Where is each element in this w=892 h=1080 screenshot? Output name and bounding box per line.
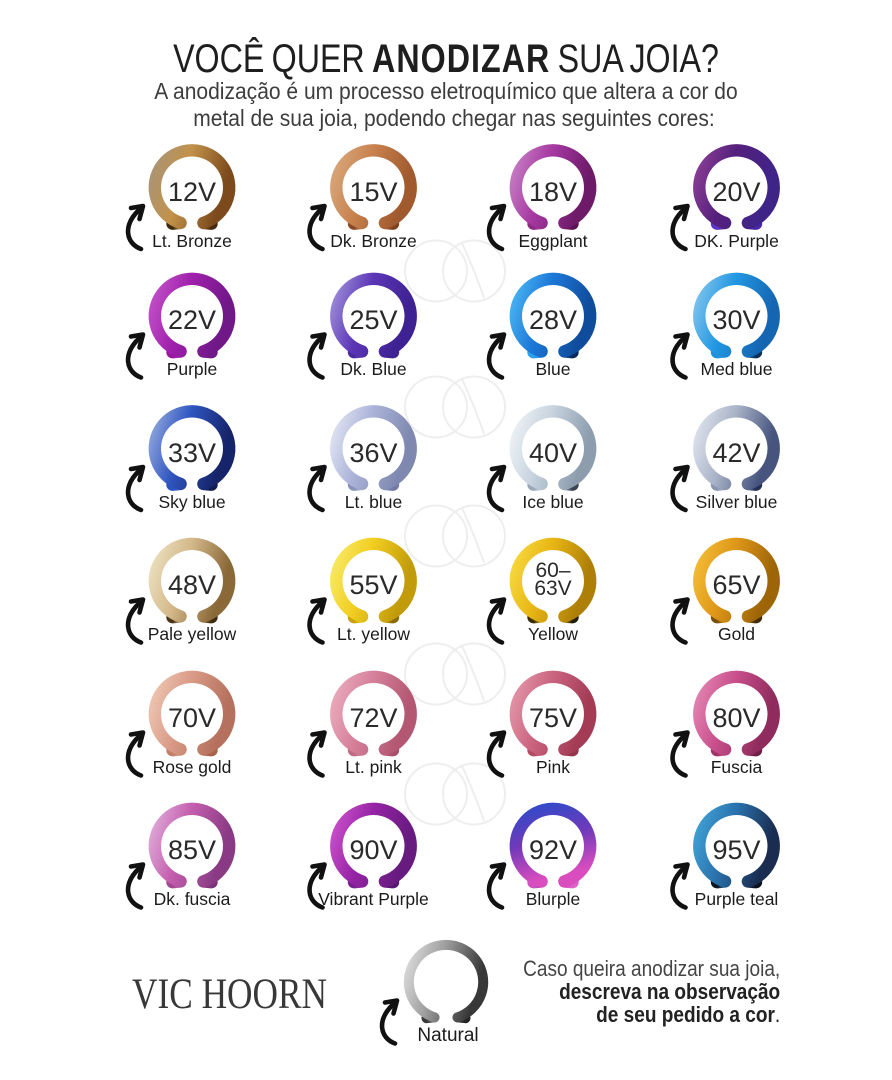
svg-text:VIC HOORN: VIC HOORN xyxy=(132,971,327,1018)
